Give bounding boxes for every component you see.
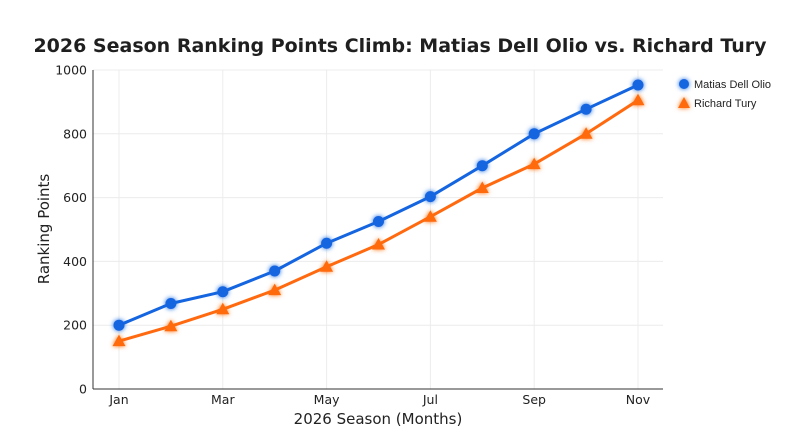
series-matias-dell-olio: [113, 79, 644, 331]
data-point-richard-tury: [112, 334, 126, 347]
y-axis-title: Ranking Points: [35, 174, 53, 285]
data-point-richard-tury: [423, 210, 437, 222]
x-tick-label: Sep: [522, 392, 546, 407]
legend-label-richard-tury: Richard Tury: [694, 98, 757, 110]
data-point-richard-tury: [320, 260, 334, 272]
x-axis-title: 2026 Season (Months): [294, 410, 463, 428]
y-tick-labels: 0 200 400 600 800 1000: [55, 63, 87, 397]
data-point-richard-tury: [579, 127, 593, 139]
data-point-richard-tury: [216, 302, 230, 315]
x-tick-labels: Jan Mar May Jul Sep Nov: [108, 392, 650, 407]
data-point-matias-dell-olio: [373, 216, 384, 228]
x-tick-label: Nov: [626, 392, 651, 407]
y-tick-label: 600: [63, 190, 87, 205]
data-point-matias-dell-olio: [528, 128, 540, 140]
data-point-matias-dell-olio: [476, 160, 488, 172]
chart-title: 2026 Season Ranking Points Climb: Matias…: [33, 35, 767, 57]
data-point-matias-dell-olio: [165, 298, 177, 310]
x-tick-label: Jul: [422, 392, 438, 407]
data-point-richard-tury: [268, 283, 282, 296]
legend-item-richard-tury: Richard Tury: [678, 97, 757, 110]
data-point-matias-dell-olio: [580, 103, 592, 115]
legend-item-matias-dell-olio: Matias Dell Olio: [679, 79, 771, 91]
data-point-matias-dell-olio: [424, 191, 436, 203]
series: [112, 79, 645, 347]
axes: [92, 70, 663, 390]
legend-label-matias-dell-olio: Matias Dell Olio: [694, 79, 771, 91]
x-tick-label: Mar: [211, 392, 235, 407]
data-point-richard-tury: [527, 157, 541, 170]
y-tick-label: 400: [63, 254, 87, 269]
y-tick-label: 1000: [55, 63, 87, 78]
x-tick-label: Jan: [108, 392, 128, 407]
y-tick-label: 200: [63, 318, 87, 333]
data-point-matias-dell-olio: [217, 286, 229, 298]
data-point-matias-dell-olio: [113, 319, 125, 331]
y-tick-label: 0: [79, 382, 87, 397]
legend-circle-icon: [679, 79, 689, 89]
grid: [93, 69, 663, 389]
data-point-richard-tury: [372, 238, 385, 250]
data-point-matias-dell-olio: [632, 79, 644, 91]
legend-triangle-icon: [678, 97, 690, 108]
series-richard-tury: [112, 93, 645, 347]
data-point-richard-tury: [631, 93, 645, 106]
series-line-matias-dell-olio: [117, 83, 640, 327]
data-point-matias-dell-olio: [269, 265, 281, 277]
y-tick-label: 800: [63, 126, 87, 141]
data-point-richard-tury: [475, 181, 489, 193]
x-tick-label: May: [314, 392, 340, 407]
data-point-richard-tury: [164, 319, 178, 332]
data-point-matias-dell-olio: [321, 237, 333, 249]
legend: Matias Dell Olio Richard Tury: [678, 79, 771, 110]
